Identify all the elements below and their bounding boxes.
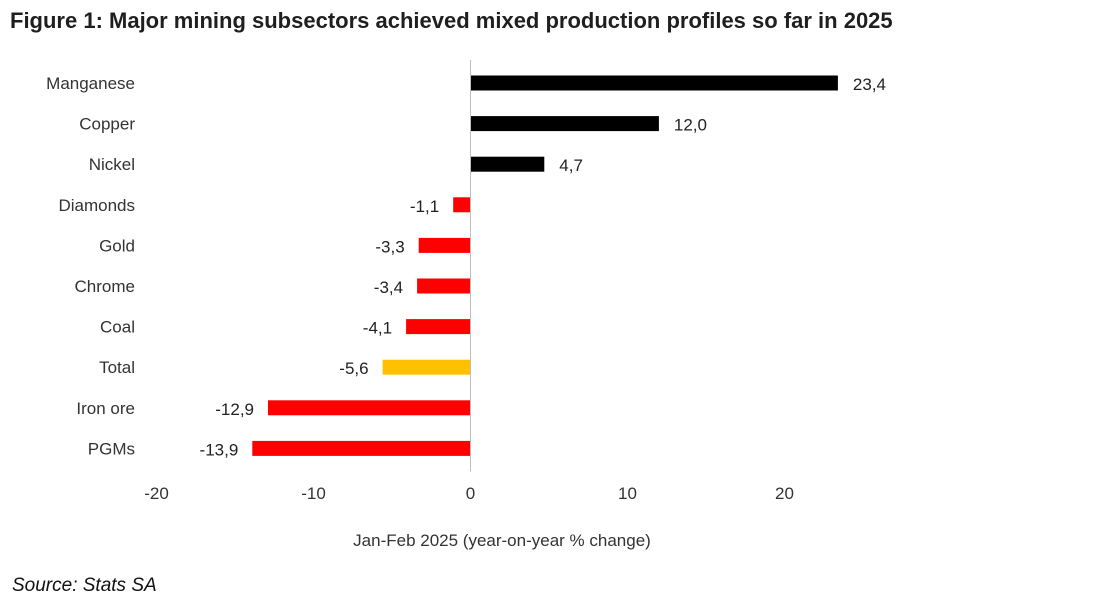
x-tick-label: -20: [144, 484, 169, 503]
x-tick-label: 20: [775, 484, 794, 503]
data-label-chrome: -3,4: [374, 278, 403, 297]
category-labels-group: Manganese Copper Nickel Diamonds Gold Chrome C…: [46, 74, 135, 458]
bar-chrome: [417, 278, 471, 294]
bar-gold: [418, 237, 471, 253]
bar-coal: [406, 319, 471, 335]
category-label-nickel: Nickel: [89, 155, 135, 174]
data-label-pgms: -13,9: [200, 440, 239, 459]
source-note: Source: Stats SA: [12, 575, 157, 596]
category-label-pgms: PGMs: [88, 439, 135, 458]
x-tick-label: -10: [301, 484, 326, 503]
bar-total: [382, 359, 471, 375]
bar-pgms: [252, 440, 471, 456]
category-label-gold: Gold: [99, 236, 135, 255]
category-label-chrome: Chrome: [75, 277, 135, 296]
bar-diamonds: [453, 197, 471, 213]
category-label-manganese: Manganese: [46, 74, 135, 93]
data-label-nickel: 4,7: [559, 156, 583, 175]
bar-copper: [470, 116, 659, 132]
category-label-copper: Copper: [79, 115, 135, 134]
data-label-iron-ore: -12,9: [215, 400, 254, 419]
bar-manganese: [470, 75, 838, 91]
chart-title: Figure 1: Major mining subsectors achiev…: [10, 8, 893, 33]
category-label-iron-ore: Iron ore: [76, 399, 135, 418]
data-label-total: -5,6: [339, 359, 368, 378]
x-axis-label: Jan-Feb 2025 (year-on-year % change): [353, 531, 651, 550]
bar-chart: Manganese Copper Nickel Diamonds Gold Chrome C…: [46, 60, 886, 550]
data-label-gold: -3,3: [375, 237, 404, 256]
category-label-diamonds: Diamonds: [58, 196, 135, 215]
data-labels-group: 23,4 12,0 4,7 -1,1 -3,3 -3,4 -4,1 -5,6 -12,9 -13,…: [200, 75, 886, 459]
data-label-copper: 12,0: [674, 116, 707, 135]
x-tick-label: 0: [466, 484, 475, 503]
bar-nickel: [470, 156, 545, 172]
bar-iron-ore: [268, 400, 471, 416]
x-tick-label: 10: [618, 484, 637, 503]
data-label-coal: -4,1: [363, 319, 392, 338]
category-label-total: Total: [99, 358, 135, 377]
bars-group: [252, 75, 838, 456]
data-label-diamonds: -1,1: [410, 197, 439, 216]
x-tick-labels-group: -20 -10 0 10 20: [144, 484, 794, 503]
data-label-manganese: 23,4: [853, 75, 886, 94]
category-label-coal: Coal: [100, 318, 135, 337]
